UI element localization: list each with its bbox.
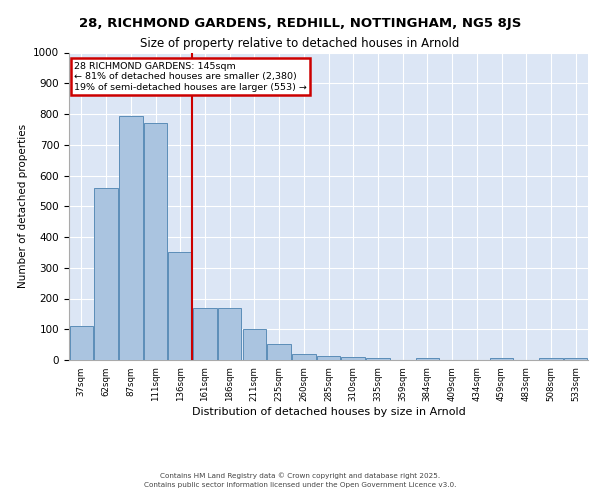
Bar	[242, 329, 266, 360]
Bar	[416, 358, 439, 360]
Text: 28 RICHMOND GARDENS: 145sqm
← 81% of detached houses are smaller (2,380)
19% of : 28 RICHMOND GARDENS: 145sqm ← 81% of det…	[74, 62, 307, 92]
Bar	[539, 358, 563, 360]
Text: 28, RICHMOND GARDENS, REDHILL, NOTTINGHAM, NG5 8JS: 28, RICHMOND GARDENS, REDHILL, NOTTINGHA…	[79, 18, 521, 30]
X-axis label: Distribution of detached houses by size in Arnold: Distribution of detached houses by size …	[191, 406, 466, 416]
Bar	[70, 326, 93, 360]
Bar	[119, 116, 143, 360]
Bar	[268, 344, 291, 360]
Y-axis label: Number of detached properties: Number of detached properties	[17, 124, 28, 288]
Bar	[564, 358, 587, 360]
Bar	[94, 188, 118, 360]
Bar	[292, 354, 316, 360]
Bar	[193, 308, 217, 360]
Bar	[317, 356, 340, 360]
Bar	[341, 357, 365, 360]
Bar	[169, 252, 192, 360]
Text: Contains HM Land Registry data © Crown copyright and database right 2025.
Contai: Contains HM Land Registry data © Crown c…	[144, 472, 456, 488]
Bar	[366, 358, 389, 360]
Text: Size of property relative to detached houses in Arnold: Size of property relative to detached ho…	[140, 38, 460, 51]
Bar	[144, 123, 167, 360]
Bar	[218, 308, 241, 360]
Bar	[490, 358, 513, 360]
